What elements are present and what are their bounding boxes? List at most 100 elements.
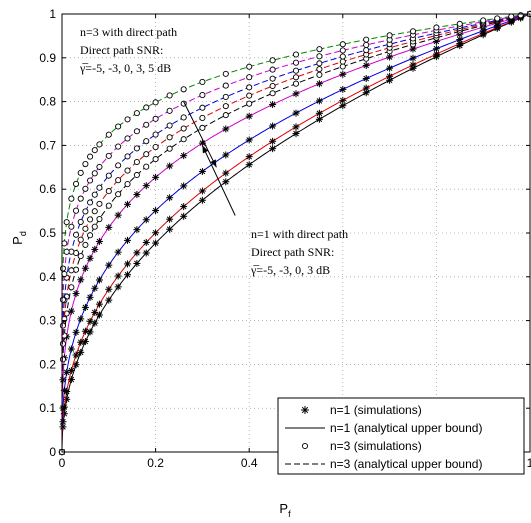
asterisk-marker (432, 45, 440, 53)
asterisk-marker (81, 264, 89, 272)
y-tick-label: 0.5 (39, 226, 56, 240)
asterisk-marker (124, 271, 132, 279)
circle-marker (105, 152, 112, 159)
asterisk-marker (245, 153, 253, 161)
asterisk-marker (63, 395, 71, 403)
asterisk-marker (81, 303, 89, 311)
circle-marker (133, 158, 140, 166)
circle-marker (91, 191, 98, 198)
asterisk-marker (409, 61, 417, 69)
asterisk-marker (152, 207, 160, 215)
asterisk-marker (245, 112, 253, 120)
circle-marker (82, 185, 89, 192)
circle-marker (246, 63, 253, 70)
legend-label-n3-sim: n=3 (simulations) (330, 439, 422, 453)
legend-label-n1-sim: n=1 (simulations) (330, 403, 422, 417)
circle-marker (96, 184, 103, 191)
series-line (61, 13, 531, 453)
asterisk-marker (292, 130, 300, 138)
circle-marker (269, 90, 276, 97)
asterisk-marker (67, 345, 75, 353)
circle-marker (222, 112, 229, 119)
arrow-head (210, 159, 217, 168)
asterisk-marker (292, 123, 300, 131)
circle-marker (166, 107, 173, 114)
circle-marker (339, 47, 346, 54)
asterisk-marker (105, 296, 113, 304)
circle-marker (124, 116, 131, 123)
asterisk-marker (95, 237, 103, 245)
asterisk-marker (124, 260, 132, 268)
asterisk-marker (86, 254, 94, 262)
asterisk-marker (59, 418, 67, 426)
circle-marker (292, 51, 300, 58)
legend-label-n1-bound: n=1 (analytical upper bound) (330, 421, 482, 435)
asterisk-marker (81, 338, 89, 346)
asterisk-marker (245, 136, 253, 144)
circle-marker (269, 75, 276, 82)
asterisk-marker (166, 225, 174, 233)
asterisk-marker (166, 215, 174, 223)
circle-marker (115, 177, 122, 184)
asterisk-marker (67, 307, 75, 315)
annotation-n3-line3: γ̅=-5, -3, 0, 3, 5 dB (79, 61, 171, 75)
circle-marker (143, 151, 150, 158)
svg-text:Pd: Pd (10, 231, 28, 245)
circle-marker (59, 322, 66, 329)
asterisk-marker (456, 40, 464, 48)
circle-marker (105, 202, 112, 209)
circle-marker (246, 92, 253, 99)
circle-marker (63, 248, 70, 255)
asterisk-marker (114, 283, 122, 291)
circle-marker (316, 60, 323, 67)
circle-marker (269, 57, 276, 64)
circle-marker (82, 241, 89, 248)
circle-marker (269, 82, 276, 90)
asterisk-marker (142, 216, 150, 224)
asterisk-marker (105, 223, 113, 231)
circle-marker (456, 20, 463, 27)
asterisk-marker (72, 361, 80, 369)
asterisk-marker (142, 249, 150, 257)
circle-marker (199, 114, 206, 121)
circle-marker (363, 47, 370, 54)
asterisk-marker (180, 212, 188, 220)
circle-marker (91, 147, 98, 154)
asterisk-marker (86, 293, 94, 301)
asterisk-marker (142, 238, 150, 246)
circle-marker (124, 167, 131, 174)
svg-text:Pf: Pf (279, 501, 291, 519)
asterisk-marker (81, 327, 89, 335)
series-line (61, 13, 531, 453)
circle-marker (292, 74, 300, 81)
circle-marker (72, 207, 80, 214)
circle-marker (517, 12, 524, 19)
annotation-n1-line1: n=1 with direct path (251, 227, 348, 241)
y-tick-label: 0.4 (39, 270, 56, 284)
asterisk-marker (292, 109, 300, 117)
legend-symbols (285, 406, 325, 465)
y-tick-label: 0.7 (39, 138, 56, 152)
circle-marker (152, 115, 159, 122)
asterisk-marker (315, 109, 323, 117)
circle-marker (87, 199, 94, 206)
circle-marker (91, 223, 98, 230)
x-tick-label: 0.4 (241, 456, 258, 470)
annotation-arrows (183, 101, 236, 216)
circle-marker (409, 28, 417, 35)
circle-marker (59, 265, 66, 272)
circle-marker (61, 240, 68, 247)
series-layer (58, 10, 531, 456)
annotation-arrow-1 (201, 145, 236, 216)
asterisk-marker (301, 406, 309, 414)
asterisk-marker (315, 97, 323, 105)
circle-marker (105, 131, 112, 138)
circle-marker (292, 80, 300, 87)
circle-marker (87, 177, 94, 184)
asterisk-marker (222, 151, 230, 159)
circle-marker (105, 172, 112, 179)
circle-marker (63, 219, 70, 226)
circle-marker (77, 218, 84, 225)
circle-marker (508, 13, 515, 20)
asterisk-marker (245, 161, 253, 169)
